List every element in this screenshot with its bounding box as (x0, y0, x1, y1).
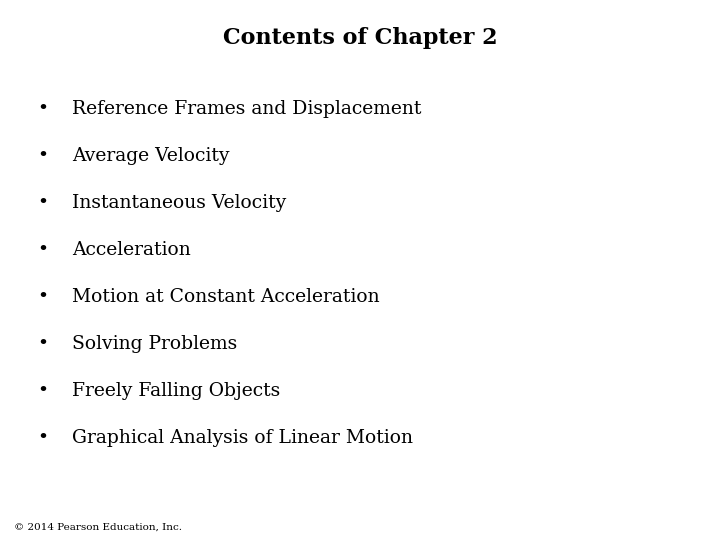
Text: Acceleration: Acceleration (72, 241, 191, 259)
Text: •: • (37, 194, 49, 212)
Text: •: • (37, 288, 49, 306)
Text: •: • (37, 382, 49, 400)
Text: Motion at Constant Acceleration: Motion at Constant Acceleration (72, 288, 379, 306)
Text: •: • (37, 429, 49, 447)
Text: Contents of Chapter 2: Contents of Chapter 2 (222, 27, 498, 49)
Text: •: • (37, 335, 49, 353)
Text: Graphical Analysis of Linear Motion: Graphical Analysis of Linear Motion (72, 429, 413, 447)
Text: Reference Frames and Displacement: Reference Frames and Displacement (72, 100, 421, 118)
Text: •: • (37, 100, 49, 118)
Text: Instantaneous Velocity: Instantaneous Velocity (72, 194, 287, 212)
Text: © 2014 Pearson Education, Inc.: © 2014 Pearson Education, Inc. (14, 523, 182, 532)
Text: •: • (37, 241, 49, 259)
Text: •: • (37, 147, 49, 165)
Text: Solving Problems: Solving Problems (72, 335, 238, 353)
Text: Freely Falling Objects: Freely Falling Objects (72, 382, 280, 400)
Text: Average Velocity: Average Velocity (72, 147, 230, 165)
